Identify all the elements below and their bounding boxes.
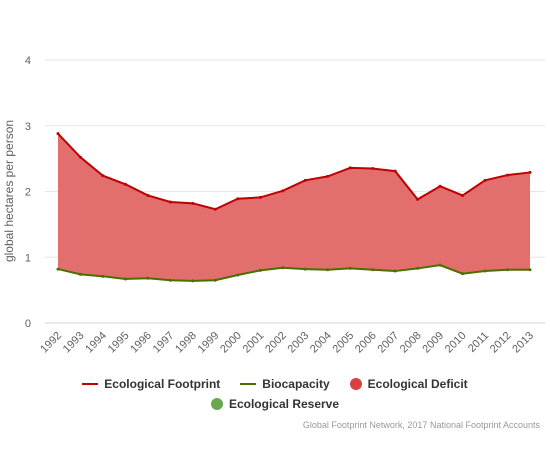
legend-item-footprint[interactable]: Ecological Footprint <box>82 377 220 391</box>
legend-label: Ecological Deficit <box>367 377 468 391</box>
biocapacity-point-2001[interactable] <box>258 268 262 272</box>
footprint-point-1993[interactable] <box>78 155 82 159</box>
x-tick-label: 1993 <box>61 330 87 356</box>
x-tick-label: 2006 <box>353 330 379 356</box>
x-tick-label: 2008 <box>398 330 424 356</box>
x-tick-label: 2010 <box>443 330 469 356</box>
x-tick-label: 2013 <box>510 330 536 356</box>
biocapacity-point-2013[interactable] <box>528 268 532 272</box>
x-tick-label: 2012 <box>488 330 514 356</box>
footprint-point-2012[interactable] <box>506 173 510 177</box>
footprint-point-1999[interactable] <box>213 207 217 211</box>
x-tick-label: 1992 <box>38 330 64 356</box>
y-tick-label: 1 <box>25 252 31 264</box>
x-tick-label: 2002 <box>263 330 289 356</box>
x-tick-label: 1996 <box>128 330 154 356</box>
y-tick-label: 0 <box>25 318 31 330</box>
legend-dot-icon <box>349 378 362 390</box>
legend-label: Ecological Reserve <box>228 397 340 411</box>
biocapacity-point-1996[interactable] <box>146 276 150 280</box>
biocapacity-point-1999[interactable] <box>213 278 217 282</box>
x-axis-ticks: 1992199319941995199619971998199920002001… <box>38 330 536 356</box>
footprint-point-1996[interactable] <box>146 193 150 197</box>
x-tick-label: 2001 <box>241 330 267 356</box>
line-layer <box>56 132 532 283</box>
legend-dot-icon <box>210 398 223 410</box>
footprint-point-2009[interactable] <box>438 184 442 188</box>
y-tick-label: 2 <box>25 187 31 199</box>
x-tick-label: 2000 <box>218 330 244 356</box>
legend-label: Ecological Footprint <box>104 377 221 391</box>
x-tick-label: 1995 <box>106 330 132 356</box>
footprint-point-2013[interactable] <box>528 170 532 174</box>
x-tick-label: 1994 <box>83 330 109 356</box>
x-tick-label: 2007 <box>375 330 401 356</box>
footprint-point-2005[interactable] <box>348 166 352 170</box>
footprint-point-2004[interactable] <box>326 174 330 178</box>
footprint-point-2002[interactable] <box>281 189 285 193</box>
x-tick-label: 1998 <box>173 330 199 356</box>
biocapacity-point-2004[interactable] <box>326 268 330 272</box>
ecological-deficit-area <box>58 133 530 281</box>
x-tick-label: 2009 <box>420 330 446 356</box>
biocapacity-point-2011[interactable] <box>483 269 487 273</box>
footprint-point-2000[interactable] <box>236 197 240 201</box>
footprint-point-2006[interactable] <box>371 166 375 170</box>
footprint-point-1992[interactable] <box>56 132 60 136</box>
legend: Ecological Footprint Biocapacity Ecologi… <box>0 374 550 414</box>
area-layer <box>58 133 530 281</box>
ecological-footprint-line <box>57 132 531 211</box>
biocapacity-point-2005[interactable] <box>348 266 352 270</box>
biocapacity-point-1993[interactable] <box>78 272 82 276</box>
legend-item-deficit[interactable]: Ecological Deficit <box>349 377 468 391</box>
legend-item-biocapacity[interactable]: Biocapacity <box>240 377 330 391</box>
biocapacity-point-2012[interactable] <box>506 268 510 272</box>
biocapacity-point-1992[interactable] <box>56 267 60 271</box>
y-tick-label: 4 <box>25 55 31 67</box>
legend-line-icon <box>82 383 99 385</box>
biocapacity-point-2008[interactable] <box>416 266 420 270</box>
biocapacity-point-1995[interactable] <box>123 277 127 281</box>
footprint-point-1995[interactable] <box>123 182 127 186</box>
legend-item-reserve[interactable]: Ecological Reserve <box>210 397 340 411</box>
x-tick-label: 2004 <box>308 330 334 356</box>
footprint-point-2001[interactable] <box>258 195 262 199</box>
biocapacity-point-2010[interactable] <box>461 272 465 276</box>
x-tick-label: 2003 <box>286 330 312 356</box>
footprint-point-1998[interactable] <box>191 201 195 205</box>
footprint-point-2011[interactable] <box>483 178 487 182</box>
footprint-point-2008[interactable] <box>416 197 420 201</box>
x-tick-label: 2005 <box>331 330 357 356</box>
biocapacity-point-2000[interactable] <box>236 273 240 277</box>
y-tick-label: 3 <box>25 121 31 133</box>
footprint-point-2007[interactable] <box>393 169 397 173</box>
x-tick-label: 1999 <box>196 330 222 356</box>
biocapacity-point-2007[interactable] <box>393 269 397 273</box>
legend-label: Biocapacity <box>262 377 330 391</box>
y-axis-ticks: 0 1 2 3 4 <box>25 55 31 330</box>
biocapacity-point-1997[interactable] <box>168 278 172 282</box>
x-tick-label: 2011 <box>466 330 491 355</box>
y-axis-title: global hectares per person <box>2 120 16 262</box>
biocapacity-point-2003[interactable] <box>303 267 307 271</box>
biocapacity-point-2006[interactable] <box>371 268 375 272</box>
biocapacity-point-1998[interactable] <box>191 279 195 283</box>
footprint-point-2003[interactable] <box>303 178 307 182</box>
biocapacity-point-2002[interactable] <box>281 266 285 270</box>
footprint-point-1994[interactable] <box>101 174 105 178</box>
legend-line-icon <box>240 383 257 385</box>
biocapacity-point-2009[interactable] <box>438 263 442 267</box>
biocapacity-point-1994[interactable] <box>101 274 105 278</box>
footprint-point-2010[interactable] <box>461 193 465 197</box>
x-tick-label: 1997 <box>151 330 177 356</box>
biocapacity-line <box>57 264 530 282</box>
footprint-point-1997[interactable] <box>168 200 172 204</box>
source-credit[interactable]: Global Footprint Network, 2017 National … <box>302 420 540 430</box>
